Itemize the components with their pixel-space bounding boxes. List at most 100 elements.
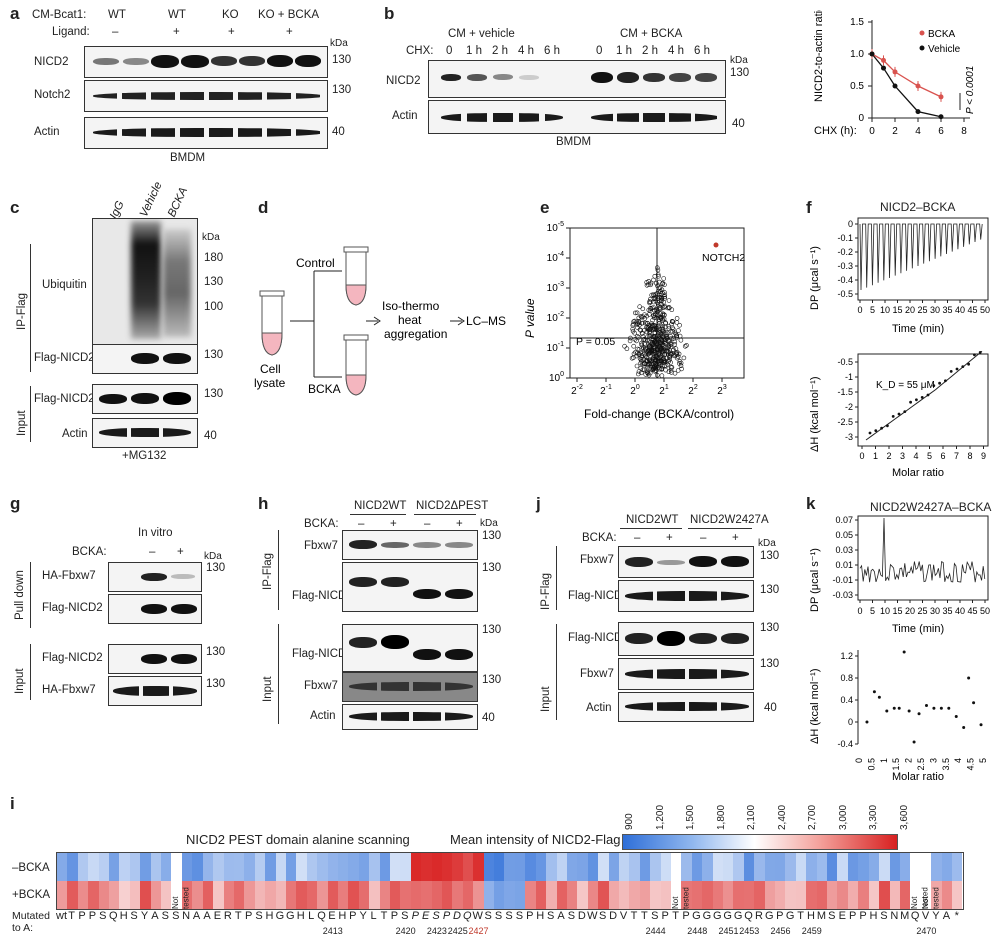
i-heat-cell-minus: [306, 853, 318, 881]
j-blot-actin: [618, 692, 754, 722]
e-dot: [647, 361, 652, 366]
a-group-3: KO: [222, 9, 239, 21]
f-bot-xtick: 3: [900, 451, 905, 461]
i-heat-cell-plus: [192, 881, 203, 909]
i-position-label: 2459: [801, 926, 822, 936]
e-dot: [636, 315, 642, 321]
e-dot: [677, 359, 683, 364]
a-blot-actin: [84, 117, 328, 149]
k-top-xtick: 35: [942, 606, 952, 616]
c-mw-100: 100: [204, 301, 224, 313]
i-heat-cell-plus: Not tested: [670, 881, 690, 909]
h-blot-label-5: Actin: [310, 710, 336, 722]
i-heat-cell-plus: [504, 881, 515, 909]
i-seq-residue: T: [641, 910, 648, 922]
i-position-label: 2453: [739, 926, 760, 936]
i-seq-residue: S: [505, 910, 513, 922]
i-seq-residue: W: [587, 910, 598, 922]
e-dot: [647, 370, 653, 376]
j-mw-4: 130: [760, 658, 780, 670]
e-ytick: 10-5: [547, 221, 564, 234]
i-heat-cell-plus: [837, 881, 848, 909]
e-dot: [655, 373, 660, 378]
a-blot-label-notch2: Notch2: [34, 89, 71, 101]
i-seq-residue: G: [275, 910, 285, 922]
h-mw-5: 40: [482, 712, 495, 724]
i-heat-cell-minus: [254, 853, 266, 881]
i-heat-cell-plus: Not tested: [920, 881, 940, 909]
i-heat-cell-plus: [723, 881, 734, 909]
e-xtick: 22: [688, 384, 698, 397]
i-heat-cell-minus: [244, 853, 255, 881]
f-bot-xtick: 9: [981, 451, 986, 461]
i-heat-cell-minus: [390, 853, 401, 881]
h-blot-label-4: Fbxw7: [304, 680, 338, 692]
i-seq-residue: P: [682, 910, 690, 922]
b-pvalue: P < 0.0001: [965, 66, 976, 114]
i-seq-residue: R: [223, 910, 232, 922]
k-bot-point: [972, 701, 976, 705]
i-heat-cell-minus: [868, 853, 880, 881]
i-title: NICD2 PEST domain alanine scanning: [186, 832, 410, 847]
e-dot: [673, 332, 679, 337]
e-dot: [636, 371, 641, 377]
i-seq-residue: S: [401, 910, 409, 922]
i-seq-residue: V: [619, 910, 628, 922]
e-dot: [668, 360, 673, 365]
k-bot-point: [932, 706, 936, 710]
e-ytick: 10-4: [547, 251, 564, 264]
e-dot: [622, 343, 627, 349]
e-dot: [651, 305, 656, 310]
b-chart-ylabel: NICD2-to-actin ratio: [813, 10, 825, 102]
f-bot-point: [920, 396, 924, 399]
i-row-plus: +BCKA: [12, 889, 51, 901]
a-mw-1: 130: [332, 54, 352, 66]
e-dot: [650, 317, 655, 323]
e-xtick: 21: [659, 384, 669, 397]
c-mw-40: 40: [204, 430, 217, 442]
h-mw-4: 130: [482, 674, 502, 686]
a-group-1: WT: [108, 9, 126, 21]
i-heat-cell-minus: [327, 853, 338, 881]
i-seq-residue: Q: [463, 910, 472, 922]
i-heat-cell-plus: [265, 881, 276, 909]
i-seq-residue: T: [380, 910, 388, 922]
e-dot: [643, 320, 648, 326]
c-side-ip: IP-Flag: [16, 292, 28, 330]
f-bot-point: [938, 381, 941, 385]
i-heat-cell-plus: [629, 881, 640, 909]
k-bot-ytick: 0.8: [840, 673, 853, 683]
i-heat-cell-plus: [566, 881, 578, 909]
e-dot: [659, 367, 664, 372]
e-dot: [644, 370, 650, 375]
i-heat-cell-plus: [743, 881, 755, 909]
i-heat-cell-minus: [161, 853, 172, 881]
e-dot: [628, 335, 633, 341]
e-dot: [664, 330, 670, 336]
j-kda: kDa: [758, 538, 776, 549]
h-kda: kDa: [480, 518, 498, 529]
g-blot-label-3: Flag-NICD2: [42, 652, 103, 664]
e-xlabel: Fold-change (BCKA/control): [584, 407, 734, 421]
i-seq-residue: D: [609, 910, 618, 922]
f-bot-xtick: 5: [927, 451, 932, 461]
f-top-ytick: -0.3: [837, 261, 853, 271]
f-top-xtick: 35: [942, 305, 952, 315]
k-bot-point: [872, 690, 876, 694]
i-scale-tick: 3,600: [898, 804, 910, 830]
e-dot: [636, 369, 642, 374]
b-legend-bcka: BCKA: [928, 29, 956, 40]
i-seq-residue: G: [286, 910, 295, 922]
e-dot: [652, 323, 657, 328]
b-time-v-0: 0: [446, 45, 453, 57]
e-dot: [655, 265, 660, 271]
i-not-tested: Not tested: [171, 887, 191, 909]
i-heat-cell-minus: [317, 853, 328, 881]
j-mw-3: 130: [760, 622, 780, 634]
f-bot-point: [868, 431, 872, 435]
h-blot-fbxw7-ip: [342, 530, 478, 560]
i-seq-residue: S: [99, 910, 107, 922]
i-seq-residue: G: [712, 910, 722, 922]
k-bot-xtick: 4: [953, 758, 963, 763]
f-top-xtick: 10: [880, 305, 890, 315]
